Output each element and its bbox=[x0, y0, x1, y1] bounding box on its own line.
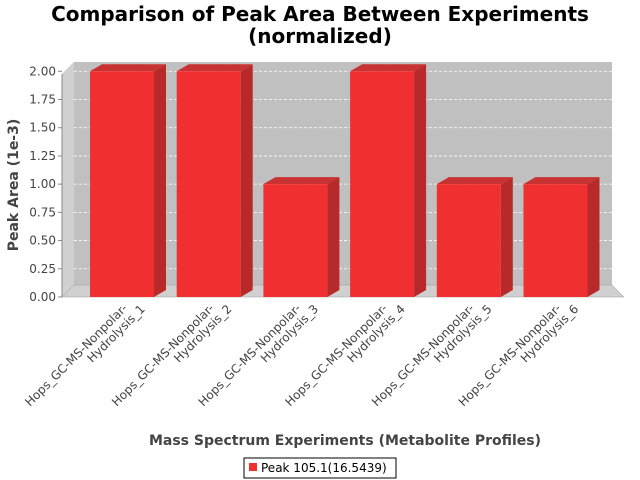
bar-top bbox=[523, 177, 600, 185]
y-tick-label: 0.50 bbox=[29, 234, 56, 248]
y-tick-label: 1.50 bbox=[29, 121, 56, 135]
bar-top bbox=[436, 177, 513, 185]
bar-front bbox=[523, 184, 588, 297]
bar-6 bbox=[523, 177, 600, 297]
bar-front bbox=[90, 71, 154, 298]
chart-title-line-2: (normalized) bbox=[248, 24, 392, 48]
bar-top bbox=[263, 177, 340, 185]
bar-1 bbox=[90, 64, 166, 298]
y-axis-label: Peak Area (1e-3) bbox=[6, 119, 22, 252]
y-tick-label: 2.00 bbox=[29, 64, 56, 78]
y-tick-label: 1.75 bbox=[29, 93, 56, 107]
y-tick-label: 0.75 bbox=[29, 205, 56, 219]
y-tick-label: 1.25 bbox=[29, 149, 56, 163]
x-tick-label: Hops_GC-MS-Nonpolar-Hydrolysis_1 bbox=[22, 293, 148, 419]
legend-box bbox=[243, 457, 397, 479]
y-tick-label: 1.00 bbox=[29, 177, 56, 191]
legend-swatch bbox=[249, 463, 257, 471]
bar-4 bbox=[350, 64, 427, 298]
x-axis: Hops_GC-MS-Nonpolar-Hydrolysis_1Hops_GC-… bbox=[22, 293, 581, 419]
bars-group bbox=[90, 64, 600, 298]
bar-front bbox=[350, 71, 415, 298]
y-axis: 0.00 0.25 0.50 0.75 1.00 1.25 1.50 1.75 2.00 bbox=[29, 64, 63, 304]
bar-side bbox=[414, 64, 427, 298]
y-tick-label: 0.25 bbox=[29, 262, 56, 276]
bar-side bbox=[154, 64, 166, 298]
legend: Peak 105.1(16.5439) bbox=[243, 457, 397, 479]
bar-3 bbox=[263, 177, 340, 297]
bar-2 bbox=[176, 64, 253, 298]
bar-top bbox=[90, 64, 166, 72]
bar-front bbox=[436, 184, 501, 297]
bar-front bbox=[176, 71, 241, 298]
chart-title-line-1: Comparison of Peak Area Between Experime… bbox=[51, 2, 589, 26]
bar-side bbox=[587, 177, 600, 297]
bar-top bbox=[176, 64, 253, 72]
legend-label: Peak 105.1(16.5439) bbox=[261, 461, 387, 475]
plot-left-wall bbox=[62, 62, 74, 297]
bar-side bbox=[327, 177, 340, 297]
bar-5 bbox=[436, 177, 513, 297]
x-axis-label: Mass Spectrum Experiments (Metabolite Pr… bbox=[149, 433, 541, 449]
bar-front bbox=[263, 184, 328, 297]
bar-top bbox=[350, 64, 427, 72]
y-tick-label: 0.00 bbox=[29, 290, 56, 304]
bar-side bbox=[500, 177, 513, 297]
bar-side bbox=[240, 64, 253, 298]
